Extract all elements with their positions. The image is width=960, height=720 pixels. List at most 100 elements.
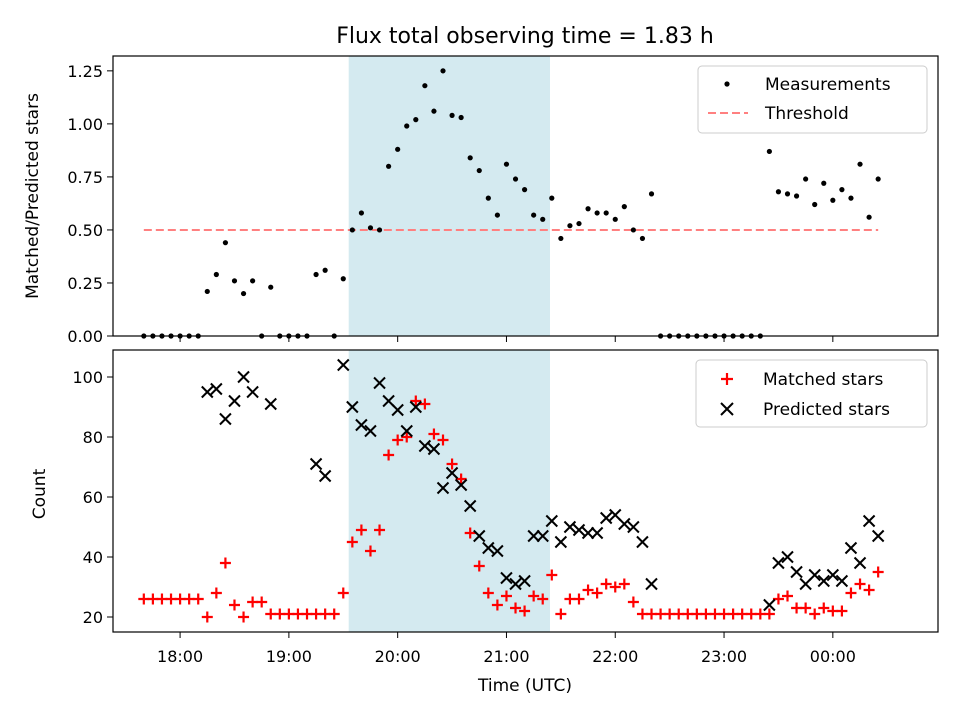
matched-point [401, 431, 413, 443]
predicted-point [627, 520, 640, 534]
matched-point [528, 590, 540, 602]
matched-point [600, 578, 612, 590]
matched-point [392, 434, 404, 446]
predicted-point [545, 514, 558, 528]
measurement-point [476, 167, 482, 174]
measurement-point [367, 225, 374, 231]
x-tick-label: 18:00 [157, 647, 203, 666]
legend-predicted-marker [720, 402, 734, 416]
measurement-point [648, 191, 655, 197]
predicted-point [772, 556, 785, 570]
measurement-point [413, 117, 419, 123]
matched-point [419, 398, 431, 410]
bottom-y-axis-label: Count [30, 468, 50, 519]
y-tick-label: 80 [83, 428, 103, 447]
measurement-point [830, 197, 836, 203]
predicted-point [418, 439, 432, 453]
matched-point [410, 395, 422, 407]
predicted-stars-points [201, 358, 885, 612]
matched-point [582, 584, 594, 596]
y-tick-label: 60 [83, 488, 103, 507]
predicted-point [309, 457, 323, 471]
measurement-point [213, 271, 219, 278]
matched-point [763, 608, 775, 620]
matched-point [201, 611, 213, 623]
matched-point [591, 587, 603, 599]
top-y-ticks: 0.00 0.25 0.50 0.75 1.00 1.25 [67, 62, 113, 346]
matched-point [510, 602, 522, 614]
matched-point [428, 428, 440, 440]
matched-point [210, 587, 222, 599]
predicted-point [491, 544, 504, 558]
matched-point [437, 434, 449, 446]
matched-point [192, 593, 204, 605]
predicted-point [781, 550, 794, 564]
legend-threshold-label: Threshold [764, 104, 849, 124]
measurement-point [848, 195, 854, 201]
bottom-x-ticks: 18:00 19:00 20:00 21:00 22:00 23:00 00:00 [157, 632, 856, 666]
measurement-point [866, 214, 872, 220]
measurement-point [313, 271, 319, 278]
matched-stars-points [138, 395, 884, 623]
measurement-point [395, 146, 401, 152]
matched-point [854, 578, 866, 590]
predicted-point [536, 529, 549, 543]
predicted-point [400, 424, 413, 438]
predicted-point [518, 574, 531, 588]
predicted-point [645, 577, 658, 591]
top-y-axis-label: Matched/Predicted stars [23, 93, 43, 299]
x-tick-label: 21:00 [483, 647, 529, 666]
x-tick-label: 00:00 [810, 647, 856, 666]
predicted-point [201, 385, 214, 399]
measurement-point [784, 191, 791, 197]
measurement-point [639, 235, 646, 242]
matched-point [228, 599, 240, 611]
predicted-point [355, 418, 368, 432]
matched-point [491, 599, 503, 611]
measurement-point [540, 216, 546, 222]
measurement-point [775, 189, 782, 195]
legend-matched-marker [721, 373, 733, 385]
matched-point [863, 584, 875, 596]
predicted-point [482, 541, 495, 555]
predicted-point [590, 526, 604, 540]
measurement-point [549, 195, 555, 201]
predicted-point [427, 442, 441, 456]
predicted-point [237, 370, 250, 384]
predicted-point [581, 526, 595, 540]
measurement-points [141, 68, 881, 339]
y-tick-label: 0.75 [67, 168, 103, 187]
x-axis-label: Time (UTC) [477, 676, 572, 696]
top-shaded-interval [348, 56, 550, 336]
matched-point [555, 608, 567, 620]
predicted-point [391, 403, 404, 417]
measurement-point [576, 220, 582, 227]
measurement-point [531, 212, 537, 218]
matched-point [383, 449, 395, 461]
matched-point [836, 605, 848, 617]
matched-point [455, 473, 467, 485]
measurement-point [349, 227, 355, 233]
x-tick-label: 23:00 [701, 647, 747, 666]
measurement-point [422, 83, 428, 89]
y-tick-label: 40 [83, 548, 103, 567]
top-axes-frame [112, 55, 939, 337]
matched-point [573, 593, 585, 605]
predicted-point [636, 535, 649, 549]
measurement-point [240, 290, 247, 297]
measurement-point [558, 235, 564, 242]
matched-point [337, 587, 349, 599]
matched-point [446, 458, 458, 470]
measurement-point [603, 210, 609, 216]
bottom-legend-box [695, 359, 928, 428]
predicted-point [790, 565, 803, 579]
measurement-point [839, 187, 845, 193]
predicted-point [436, 481, 450, 495]
matched-point [238, 611, 250, 623]
predicted-point [473, 529, 486, 543]
measurement-point [621, 204, 627, 210]
top-title: Flux total observing time = 1.83 h [336, 24, 714, 49]
measurement-point [567, 223, 573, 229]
predicted-point [572, 523, 586, 537]
